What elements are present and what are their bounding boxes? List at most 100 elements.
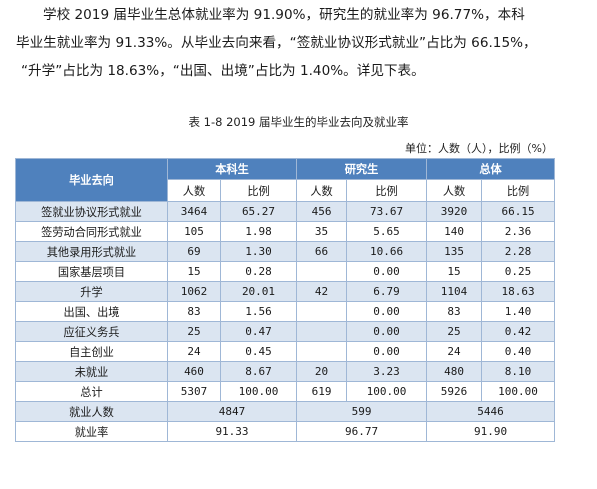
cell: 66 [296, 241, 348, 262]
row-label: 总计 [15, 381, 168, 402]
cell [296, 261, 348, 282]
header-sub: 比例 [346, 179, 428, 202]
cell: 66.15 [481, 201, 556, 222]
cell: 1.98 [219, 221, 298, 242]
cell: 105 [167, 221, 221, 242]
cell: 5.65 [346, 221, 428, 242]
intro-line-2: 毕业生就业率为 91.33%。从毕业去向来看，“签就业协议形式就业”占比为 66… [16, 35, 537, 51]
cell: 0.47 [219, 321, 298, 342]
cell: 1104 [426, 281, 483, 302]
table-row: 出国、出境 83 1.56 0.00 83 1.40 [15, 301, 556, 322]
rate-graduate: 96.77 [296, 421, 428, 442]
header-sub: 人数 [296, 179, 348, 202]
header-destination: 毕业去向 [15, 158, 168, 202]
cell: 0.45 [219, 341, 298, 362]
cell: 1.40 [481, 301, 556, 322]
header-group-graduate: 研究生 [296, 158, 428, 180]
table-row: 应征义务兵 25 0.47 0.00 25 0.42 [15, 321, 556, 342]
cell: 42 [296, 281, 348, 302]
cell: 15 [426, 261, 483, 282]
cell: 100.00 [481, 381, 556, 402]
cell: 35 [296, 221, 348, 242]
cell: 100.00 [346, 381, 428, 402]
cell: 69 [167, 241, 221, 262]
table-row: 自主创业 24 0.45 0.00 24 0.40 [15, 341, 556, 362]
table-row: 国家基层项目 15 0.28 0.00 15 0.25 [15, 261, 556, 282]
cell: 3464 [167, 201, 221, 222]
row-label: 未就业 [15, 361, 168, 382]
table-row: 签就业协议形式就业 3464 65.27 456 73.67 3920 66.1… [15, 201, 556, 222]
destination-table: 毕业去向 本科生 研究生 总体 人数 比例 人数 比例 人数 比例 签就业协议形… [15, 158, 556, 442]
cell: 0.00 [346, 301, 428, 322]
cell: 3.23 [346, 361, 428, 382]
table-row: 签劳动合同形式就业 105 1.98 35 5.65 140 2.36 [15, 221, 556, 242]
cell: 1.56 [219, 301, 298, 322]
cell: 15 [167, 261, 221, 282]
cell: 1.30 [219, 241, 298, 262]
cell: 8.10 [481, 361, 556, 382]
table-row: 其他录用形式就业 69 1.30 66 10.66 135 2.28 [15, 241, 556, 262]
table-caption: 表 1-8 2019 届毕业生的毕业去向及就业率 [188, 115, 409, 129]
cell: 1062 [167, 281, 221, 302]
cell: 24 [167, 341, 221, 362]
row-label: 其他录用形式就业 [15, 241, 168, 262]
cell: 0.25 [481, 261, 556, 282]
cell: 10.66 [346, 241, 428, 262]
rate-undergrad: 91.33 [166, 421, 298, 442]
header-sub: 比例 [481, 179, 556, 202]
cell [296, 301, 348, 322]
row-label: 出国、出境 [15, 301, 168, 322]
cell: 0.00 [346, 341, 428, 362]
cell: 83 [426, 301, 483, 322]
table-row-rate: 就业率 91.33 96.77 91.90 [15, 421, 556, 442]
table-row-employed: 就业人数 4847 599 5446 [15, 401, 556, 422]
table-row: 未就业 460 8.67 20 3.23 480 8.10 [15, 361, 556, 382]
employed-overall: 5446 [426, 401, 556, 422]
rate-overall: 91.90 [426, 421, 556, 442]
cell: 65.27 [219, 201, 298, 222]
table-row: 升学 1062 20.01 42 6.79 1104 18.63 [15, 281, 556, 302]
cell: 100.00 [219, 381, 298, 402]
cell: 2.28 [481, 241, 556, 262]
cell: 460 [167, 361, 221, 382]
unit-note: 单位：人数（人），比例（%） [405, 142, 553, 155]
row-label: 就业率 [15, 421, 168, 442]
cell: 619 [296, 381, 348, 402]
row-label: 国家基层项目 [15, 261, 168, 282]
cell [296, 321, 348, 342]
cell: 20 [296, 361, 348, 382]
cell: 480 [426, 361, 483, 382]
header-row-groups: 毕业去向 本科生 研究生 总体 [15, 158, 556, 202]
cell: 18.63 [481, 281, 556, 302]
header-sub: 人数 [426, 179, 483, 202]
header-row-sub: 人数 比例 人数 比例 人数 比例 [16, 179, 556, 202]
cell: 6.79 [346, 281, 428, 302]
intro-line-3: “升学”占比为 18.63%，“出国、出境”占比为 1.40%。详见下表。 [21, 63, 425, 79]
table-row-total: 总计 5307 100.00 619 100.00 5926 100.00 [15, 381, 556, 402]
cell: 8.67 [219, 361, 298, 382]
row-label: 升学 [15, 281, 168, 302]
cell: 0.00 [346, 321, 428, 342]
cell: 5307 [167, 381, 221, 402]
cell: 2.36 [481, 221, 556, 242]
cell: 140 [426, 221, 483, 242]
cell: 83 [167, 301, 221, 322]
cell: 24 [426, 341, 483, 362]
row-label: 自主创业 [15, 341, 168, 362]
cell: 135 [426, 241, 483, 262]
header-group-undergrad: 本科生 [166, 158, 298, 180]
row-label: 签就业协议形式就业 [15, 201, 168, 222]
employed-graduate: 599 [296, 401, 428, 422]
cell: 0.42 [481, 321, 556, 342]
row-label: 签劳动合同形式就业 [15, 221, 168, 242]
cell: 0.40 [481, 341, 556, 362]
cell: 456 [296, 201, 348, 222]
row-label: 就业人数 [15, 401, 168, 422]
row-label: 应征义务兵 [15, 321, 168, 342]
employed-undergrad: 4847 [166, 401, 298, 422]
intro-line-1: 学校 2019 届毕业生总体就业率为 91.90%，研究生的就业率为 96.77… [43, 7, 525, 23]
cell: 25 [167, 321, 221, 342]
cell: 20.01 [219, 281, 298, 302]
header-sub: 比例 [219, 179, 298, 202]
header-sub: 人数 [167, 179, 221, 202]
